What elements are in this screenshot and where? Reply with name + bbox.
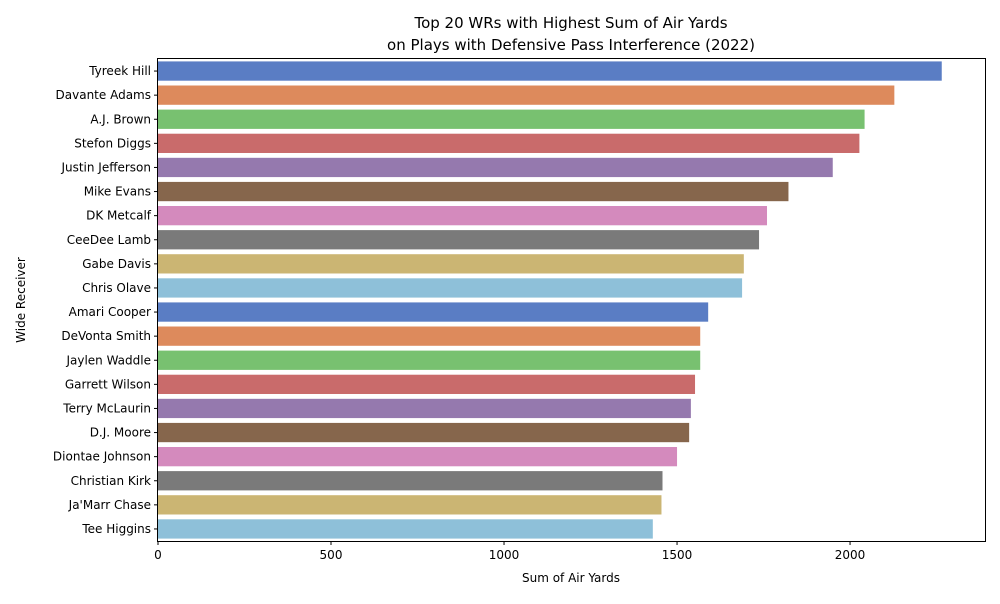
bar-jaylen-waddle <box>158 350 701 370</box>
x-tick-label: 2000 <box>835 548 866 562</box>
y-tick-label: Tee Higgins <box>81 522 151 536</box>
x-tick-label: 1500 <box>662 548 693 562</box>
bar-mike-evans <box>158 181 789 202</box>
y-axis-label: Wide Receiver <box>14 257 28 343</box>
bar-christian-kirk <box>158 471 663 491</box>
bar-gabe-davis <box>158 254 744 274</box>
bar-a-j-brown <box>158 109 865 129</box>
y-tick-label: D.J. Moore <box>90 426 151 440</box>
bar-justin-jefferson <box>158 157 833 178</box>
bar-davante-adams <box>158 85 895 105</box>
bar-ja-marr-chase <box>158 495 662 515</box>
chart-title-line-2: on Plays with Defensive Pass Interferenc… <box>387 36 755 54</box>
y-tick-label: Chris Olave <box>82 281 151 295</box>
bar-stefon-diggs <box>158 133 860 153</box>
bar-terry-mclaurin <box>158 398 691 419</box>
y-tick-label: Amari Cooper <box>69 305 151 319</box>
x-tick-label: 0 <box>154 548 162 562</box>
y-tick-label: CeeDee Lamb <box>67 233 151 247</box>
bar-devonta-smith <box>158 326 701 346</box>
y-tick-label: Gabe Davis <box>82 257 151 271</box>
chart-title-line-1: Top 20 WRs with Highest Sum of Air Yards <box>413 14 727 32</box>
y-tick-label: Terry McLaurin <box>62 401 151 415</box>
plot-frame <box>157 58 986 542</box>
bar-tee-higgins <box>158 519 653 539</box>
x-axis-label: Sum of Air Yards <box>522 571 620 585</box>
y-tick-label: Tyreek Hill <box>88 64 151 78</box>
bar-d-j-moore <box>158 422 690 443</box>
y-tick-label: DK Metcalf <box>86 209 152 223</box>
bar-tyreek-hill <box>158 61 942 81</box>
y-tick-label: Diontae Johnson <box>53 450 151 464</box>
bar-dk-metcalf <box>158 206 768 226</box>
y-tick-label: DeVonta Smith <box>61 329 151 343</box>
bar-ceedee-lamb <box>158 230 760 250</box>
bar-garrett-wilson <box>158 374 696 394</box>
y-tick-label: Christian Kirk <box>71 474 151 488</box>
bar-amari-cooper <box>158 302 709 322</box>
y-tick-label: Justin Jefferson <box>60 160 151 174</box>
y-tick-label: Mike Evans <box>84 185 151 199</box>
y-tick-label: Ja'Marr Chase <box>68 498 151 512</box>
bar-chris-olave <box>158 278 743 298</box>
y-tick-label: Jaylen Waddle <box>65 353 151 367</box>
y-tick-label: Davante Adams <box>56 88 151 102</box>
x-tick-label: 500 <box>320 548 343 562</box>
x-tick-label: 1000 <box>489 548 520 562</box>
bars-layer <box>158 61 942 539</box>
x-axis-ticks: 0 500 1000 1500 2000 <box>154 541 865 562</box>
y-tick-label: Stefon Diggs <box>74 136 151 150</box>
y-axis-ticks: Tyreek Hill Davante Adams A.J. Brown Stefon… <box>53 64 158 536</box>
bar-diontae-johnson <box>158 447 678 467</box>
y-tick-label: A.J. Brown <box>90 112 151 126</box>
y-tick-label: Garrett Wilson <box>65 377 151 391</box>
